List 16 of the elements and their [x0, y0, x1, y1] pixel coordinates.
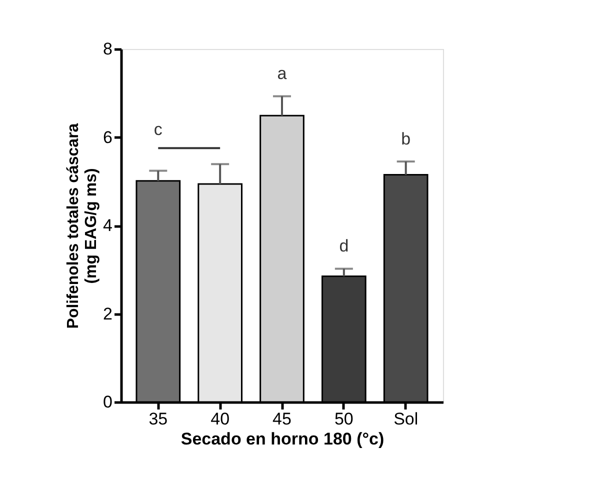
- y-tick-label: 8: [103, 40, 112, 58]
- annotation: c: [154, 120, 163, 140]
- y-axis-title: Polifenoles totales cáscara (mg EAG/g ms): [65, 123, 100, 329]
- x-tick-label: 50: [334, 410, 354, 428]
- x-tick-label: 45: [272, 410, 292, 428]
- x-tick-label: 40: [210, 410, 230, 428]
- x-tick-label: 35: [148, 410, 168, 428]
- x-tick-label: Sol: [394, 410, 418, 428]
- y-tick-label: 2: [103, 304, 112, 324]
- y-tick-label: 0: [103, 392, 112, 412]
- annotation: d: [339, 236, 349, 256]
- x-axis-title: Secado en horno 180 (°c): [180, 430, 384, 448]
- annotation: b: [401, 130, 411, 149]
- y-tick-label: 4: [103, 216, 112, 235]
- y-tick-label: 6: [103, 128, 112, 147]
- annotation: a: [277, 64, 288, 84]
